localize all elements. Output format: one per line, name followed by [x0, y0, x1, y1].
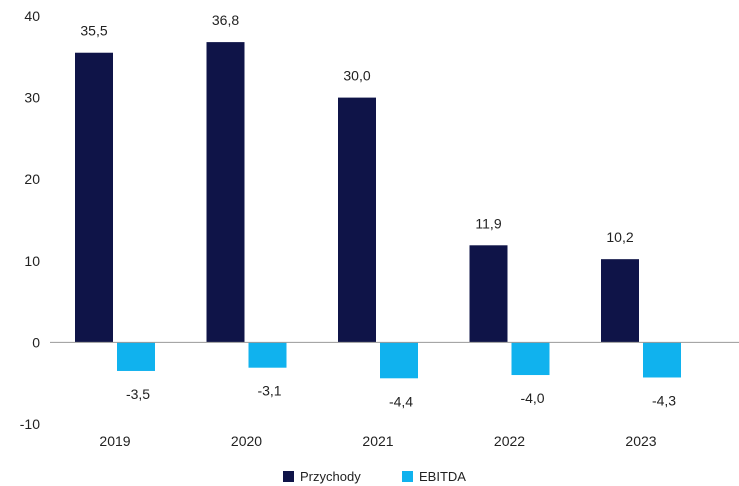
bar-ebitda-2022 — [511, 342, 550, 376]
bar-ebitda-2021 — [380, 342, 418, 379]
bar-przychody-2019 — [75, 52, 113, 343]
data-label-ebitda-2020: -3,1 — [257, 383, 281, 399]
legend-swatch-przychody — [283, 471, 294, 482]
data-label-ebitda-2023: -4,3 — [652, 392, 676, 408]
y-tick-label: 30 — [24, 90, 40, 106]
bar-przychody-2020 — [206, 42, 245, 343]
bar-ebitda-2019 — [117, 342, 155, 371]
legend: Przychody EBITDA — [283, 469, 466, 484]
y-tick-label: 40 — [24, 8, 40, 24]
x-tick-label: 2021 — [362, 433, 393, 449]
bar-przychody-2022 — [469, 245, 508, 343]
bar-przychody-2023 — [601, 259, 639, 343]
x-tick-label: 2022 — [494, 433, 525, 449]
x-tick-label: 2019 — [99, 433, 130, 449]
bar-ebitda-2023 — [643, 342, 681, 378]
data-label-przychody-2022: 11,9 — [475, 215, 501, 231]
data-label-przychody-2023: 10,2 — [606, 229, 633, 245]
x-tick-label: 2020 — [231, 433, 262, 449]
legend-label-przychody: Przychody — [300, 469, 361, 484]
legend-swatch-ebitda — [402, 471, 413, 482]
y-tick-label: -10 — [20, 416, 40, 432]
data-label-ebitda-2022: -4,0 — [520, 390, 544, 406]
data-label-ebitda-2019: -3,5 — [126, 386, 150, 402]
x-axis: 2019 2020 2021 2022 2023 — [99, 433, 656, 449]
plot-area: 35,5 -3,5 36,8 -3,1 30,0 -4,4 11,9 -4,0 10,2 -4,3 — [50, 12, 739, 409]
data-label-ebitda-2021: -4,4 — [389, 393, 413, 409]
data-label-przychody-2020: 36,8 — [212, 12, 239, 28]
bar-ebitda-2020 — [248, 342, 287, 368]
y-tick-label: 20 — [24, 171, 40, 187]
data-label-przychody-2021: 30,0 — [343, 68, 370, 84]
data-label-przychody-2019: 35,5 — [80, 23, 107, 39]
legend-label-ebitda: EBITDA — [419, 469, 466, 484]
x-tick-label: 2023 — [625, 433, 656, 449]
y-axis: 40 30 20 10 0 -10 — [20, 8, 40, 432]
y-tick-label: 10 — [24, 253, 40, 269]
bar-przychody-2021 — [338, 97, 376, 343]
y-tick-label: 0 — [32, 334, 40, 350]
